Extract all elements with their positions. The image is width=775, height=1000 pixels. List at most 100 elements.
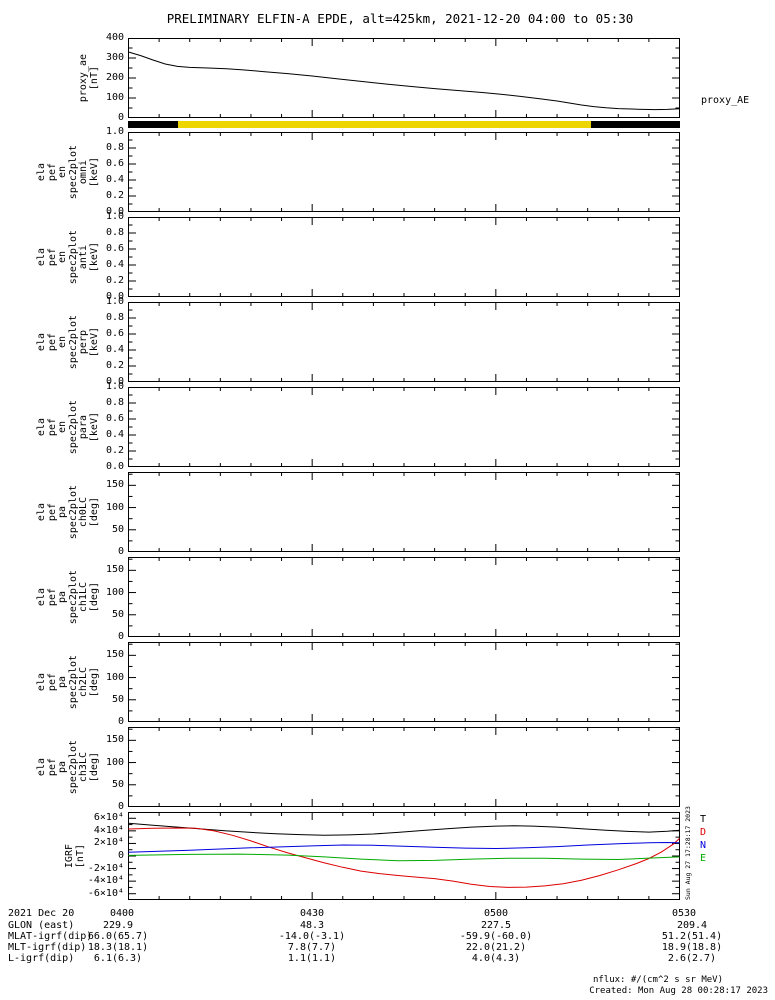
ytick-label: 6×10⁴: [93, 812, 124, 824]
ytick-label: -4×10⁴: [87, 875, 124, 887]
ytick-label: 0.6: [105, 413, 124, 424]
ytick-label: 0.0: [105, 461, 124, 472]
ytick-label: 0.2: [105, 275, 124, 286]
ytick-label: 50: [111, 608, 124, 620]
panel-ela_pef_en_spec2plot_perp: ela pef en spec2plot perp [keV] 0.0 0.2 0.4 0.6 0.…: [0, 296, 775, 387]
ytick-label: 0: [117, 631, 124, 642]
status-bar-segment: [128, 121, 178, 128]
ytick-label: 0: [117, 850, 124, 861]
panel-ela_pef_pa_spec2plot_ch2LC: ela pef pa spec2plot ch2LC [deg] 0 50 100 150: [0, 642, 775, 727]
ytick-label: 0: [117, 801, 124, 812]
plot-area-ela_pef_en_spec2plot_anti: [128, 217, 680, 297]
units-note: nflux: #/(cm^2 s sr MeV): [592, 975, 723, 985]
ytick-label: 0: [117, 546, 124, 557]
panel-ela_pef_en_spec2plot_omni: ela pef en spec2plot omni [keV] 0.0 0.2 0.4 0.6 0.…: [0, 126, 775, 217]
ytick-label: 100: [105, 756, 124, 768]
trace-igrf_N: [128, 841, 680, 853]
ytick-label: 0.0: [105, 376, 124, 387]
plot-area-proxy_ae: [128, 38, 680, 118]
ytick-label: 0: [117, 716, 124, 727]
ytick-label: 0: [117, 112, 124, 123]
footer-value: 51.2(51.4): [661, 931, 723, 942]
ytick-label: 0.4: [105, 174, 124, 185]
ytick-label: 0.6: [105, 328, 124, 339]
ytick-label: 300: [105, 52, 124, 63]
footer-value: -14.0(-3.1): [278, 931, 346, 942]
status-bar-segment: [177, 121, 591, 128]
ytick-label: 0.4: [105, 259, 124, 270]
ytick-label: 0.8: [105, 312, 124, 323]
ytick-label: -2×10⁴: [87, 862, 124, 874]
footer-value: 6.1(6.3): [93, 953, 143, 964]
footer-value: 209.4: [676, 920, 708, 931]
footer-value: 7.8(7.7): [287, 942, 337, 953]
ytick-label: 150: [105, 479, 124, 491]
footer-value: 229.9: [102, 920, 134, 931]
date-label: 2021 Dec 20: [8, 908, 75, 919]
footer-row-label: MLAT-igrf(dip): [8, 931, 93, 942]
panel-ela_pef_pa_spec2plot_ch0LC: ela pef pa spec2plot ch0LC [deg] 0 50 100 150: [0, 472, 775, 557]
plot-area-ela_pef_pa_spec2plot_ch2LC: [128, 642, 680, 722]
panel-ela_pef_pa_spec2plot_ch1LC: ela pef pa spec2plot ch1LC [deg] 0 50 100 150: [0, 557, 775, 642]
ytick-label: 100: [105, 671, 124, 683]
ytick-label: 150: [105, 649, 124, 661]
proxy-ae-trace-label: proxy_AE: [701, 95, 750, 106]
xtick-label-0430: 0430: [299, 908, 325, 919]
panel-ela_pef_en_spec2plot_anti: ela pef en spec2plot anti [keV] 0.0 0.2 0.4 0.6 0.…: [0, 211, 775, 302]
igrf-legend-N: N: [700, 840, 707, 851]
ytick-label: 0.0: [105, 206, 124, 217]
footer-value: 18.9(18.8): [661, 942, 723, 953]
ytick-label: 50: [111, 778, 124, 790]
ytick-label: 0.2: [105, 360, 124, 371]
plot-area-ela_pef_en_spec2plot_omni: [128, 132, 680, 212]
panel-igrf: IGRF [nT] -6×10⁴ -4×10⁴ -2×10⁴ 0 2×10⁴ 4×10⁴ 6×1…: [0, 812, 775, 900]
footer-row-label: GLON (east): [8, 920, 75, 931]
trace-igrf_E: [128, 853, 680, 862]
ytick-label: 400: [105, 32, 124, 43]
plot-title: PRELIMINARY ELFIN-A EPDE, alt=425km, 202…: [166, 11, 634, 26]
plot-area-ela_pef_pa_spec2plot_ch3LC: [128, 727, 680, 807]
plot-area-ela_pef_en_spec2plot_para: [128, 387, 680, 467]
ytick-label: 0.0: [105, 291, 124, 302]
created-timestamp: Created: Mon Aug 28 00:28:17 2023: [589, 986, 768, 996]
footer-value: 1.1(1.1): [287, 953, 337, 964]
ytick-label: 150: [105, 734, 124, 746]
footer-value: 227.5: [480, 920, 512, 931]
plot-area-igrf: [128, 812, 680, 900]
footer-value: 48.3: [299, 920, 325, 931]
ytick-label: 100: [105, 586, 124, 598]
xtick-label-0530: 0530: [671, 908, 697, 919]
ytick-label: 100: [105, 501, 124, 513]
plot-area-ela_pef_pa_spec2plot_ch1LC: [128, 557, 680, 637]
ytick-label: 1.0: [105, 211, 124, 222]
ytick-label: 150: [105, 564, 124, 576]
footer-value: 4.0(4.3): [471, 953, 521, 964]
processing-timestamp-vertical: Sun Aug 27 17:28:17 2023: [684, 806, 692, 900]
ytick-label: 2×10⁴: [93, 837, 124, 849]
ytick-label: 0.4: [105, 429, 124, 440]
ytick-label: 0.2: [105, 445, 124, 456]
ytick-label: 0.8: [105, 142, 124, 153]
science-zone-status-bar: [128, 121, 680, 128]
ytick-label: 1.0: [105, 381, 124, 392]
igrf-legend-T: T: [700, 814, 707, 825]
ytick-label: 0.6: [105, 158, 124, 169]
trace-igrf_T: [128, 822, 680, 836]
status-bar-segment: [590, 121, 680, 128]
footer-value: 18.3(18.1): [87, 942, 149, 953]
footer-value: 22.0(21.2): [465, 942, 527, 953]
ytick-label: 0.6: [105, 243, 124, 254]
ytick-label: 4×10⁴: [93, 824, 124, 836]
ytick-label: 100: [105, 92, 124, 103]
ytick-label: 0.4: [105, 344, 124, 355]
footer-value: 2.6(2.7): [667, 953, 717, 964]
plot-area-ela_pef_en_spec2plot_perp: [128, 302, 680, 382]
igrf-legend-E: E: [700, 853, 707, 864]
ytick-label: -6×10⁴: [87, 887, 124, 899]
ytick-label: 50: [111, 523, 124, 535]
ytick-label: 0.8: [105, 397, 124, 408]
footer-row-label: L-igrf(dip): [8, 953, 75, 964]
xtick-label-0400: 0400: [109, 908, 135, 919]
panel-proxy_ae: proxy_ae [nT] 0 100 200 300 400: [0, 32, 775, 123]
ytick-label: 0.8: [105, 227, 124, 238]
